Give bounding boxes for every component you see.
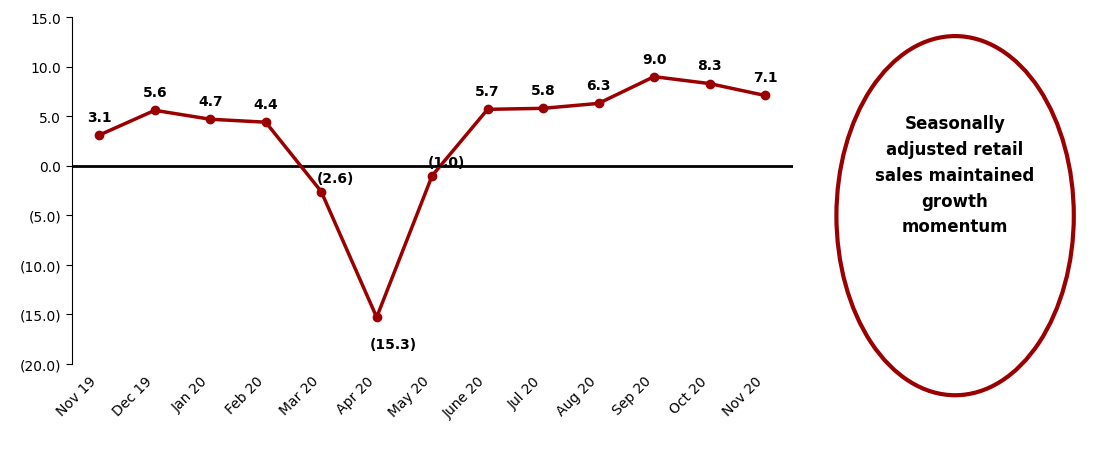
Text: 3.1: 3.1	[87, 111, 111, 125]
Text: 5.6: 5.6	[142, 86, 167, 100]
Text: (1.0): (1.0)	[427, 155, 465, 169]
Text: 4.7: 4.7	[198, 95, 222, 109]
Text: 9.0: 9.0	[642, 52, 666, 66]
Text: 7.1: 7.1	[753, 71, 777, 85]
Text: (15.3): (15.3)	[370, 337, 417, 351]
Text: 5.7: 5.7	[476, 85, 500, 99]
Text: Seasonally
adjusted retail
sales maintained
growth
momentum: Seasonally adjusted retail sales maintai…	[875, 115, 1035, 236]
Text: 8.3: 8.3	[697, 59, 722, 73]
Text: 5.8: 5.8	[531, 84, 556, 98]
Text: 6.3: 6.3	[587, 79, 611, 93]
Text: (2.6): (2.6)	[316, 171, 353, 185]
Text: 4.4: 4.4	[253, 98, 279, 112]
